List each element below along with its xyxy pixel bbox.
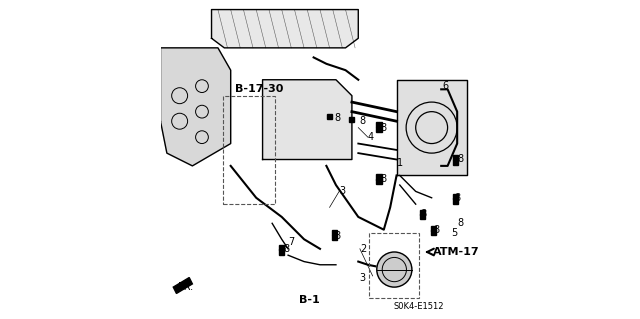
Bar: [223, 96, 275, 204]
Text: 8: 8: [334, 231, 340, 241]
Text: ATM-17: ATM-17: [433, 247, 480, 257]
Text: 4: 4: [368, 132, 374, 142]
Text: 5: 5: [451, 228, 457, 238]
Polygon shape: [173, 278, 193, 293]
Text: 2: 2: [360, 244, 366, 254]
Bar: [376, 179, 381, 184]
Bar: [453, 194, 458, 199]
Polygon shape: [397, 80, 467, 175]
Text: 8: 8: [284, 244, 289, 254]
Text: 8: 8: [420, 209, 427, 219]
Bar: [327, 114, 332, 119]
Bar: [369, 233, 419, 298]
Text: 8: 8: [334, 113, 340, 123]
Text: 6: 6: [443, 81, 449, 91]
Bar: [376, 127, 381, 132]
Text: 7: 7: [288, 237, 294, 248]
Text: 1: 1: [397, 158, 403, 168]
Bar: [376, 122, 381, 127]
Polygon shape: [212, 10, 358, 48]
Bar: [279, 245, 284, 250]
Text: 8: 8: [381, 122, 387, 133]
Bar: [279, 249, 284, 255]
Bar: [453, 198, 458, 204]
Bar: [349, 117, 355, 122]
Text: B-1: B-1: [300, 295, 320, 305]
Bar: [453, 155, 458, 160]
Text: 8: 8: [360, 116, 366, 126]
Text: S0K4-E1512: S0K4-E1512: [394, 302, 444, 311]
Bar: [376, 174, 381, 180]
Polygon shape: [161, 48, 230, 166]
Text: 8: 8: [381, 174, 387, 184]
Bar: [420, 214, 424, 219]
Polygon shape: [262, 80, 352, 160]
Text: 8: 8: [454, 193, 460, 203]
Bar: [453, 160, 458, 165]
Text: FR.: FR.: [178, 282, 193, 292]
Bar: [431, 230, 436, 235]
Text: 3: 3: [339, 186, 345, 197]
Bar: [431, 226, 436, 231]
Bar: [420, 210, 424, 215]
Text: 8: 8: [457, 218, 463, 228]
Bar: [332, 230, 337, 235]
Bar: [332, 235, 337, 240]
Text: B-17-30: B-17-30: [236, 84, 284, 94]
Text: 8: 8: [433, 225, 440, 235]
Circle shape: [377, 252, 412, 287]
Text: 8: 8: [457, 154, 463, 165]
Text: 3: 3: [360, 272, 365, 283]
